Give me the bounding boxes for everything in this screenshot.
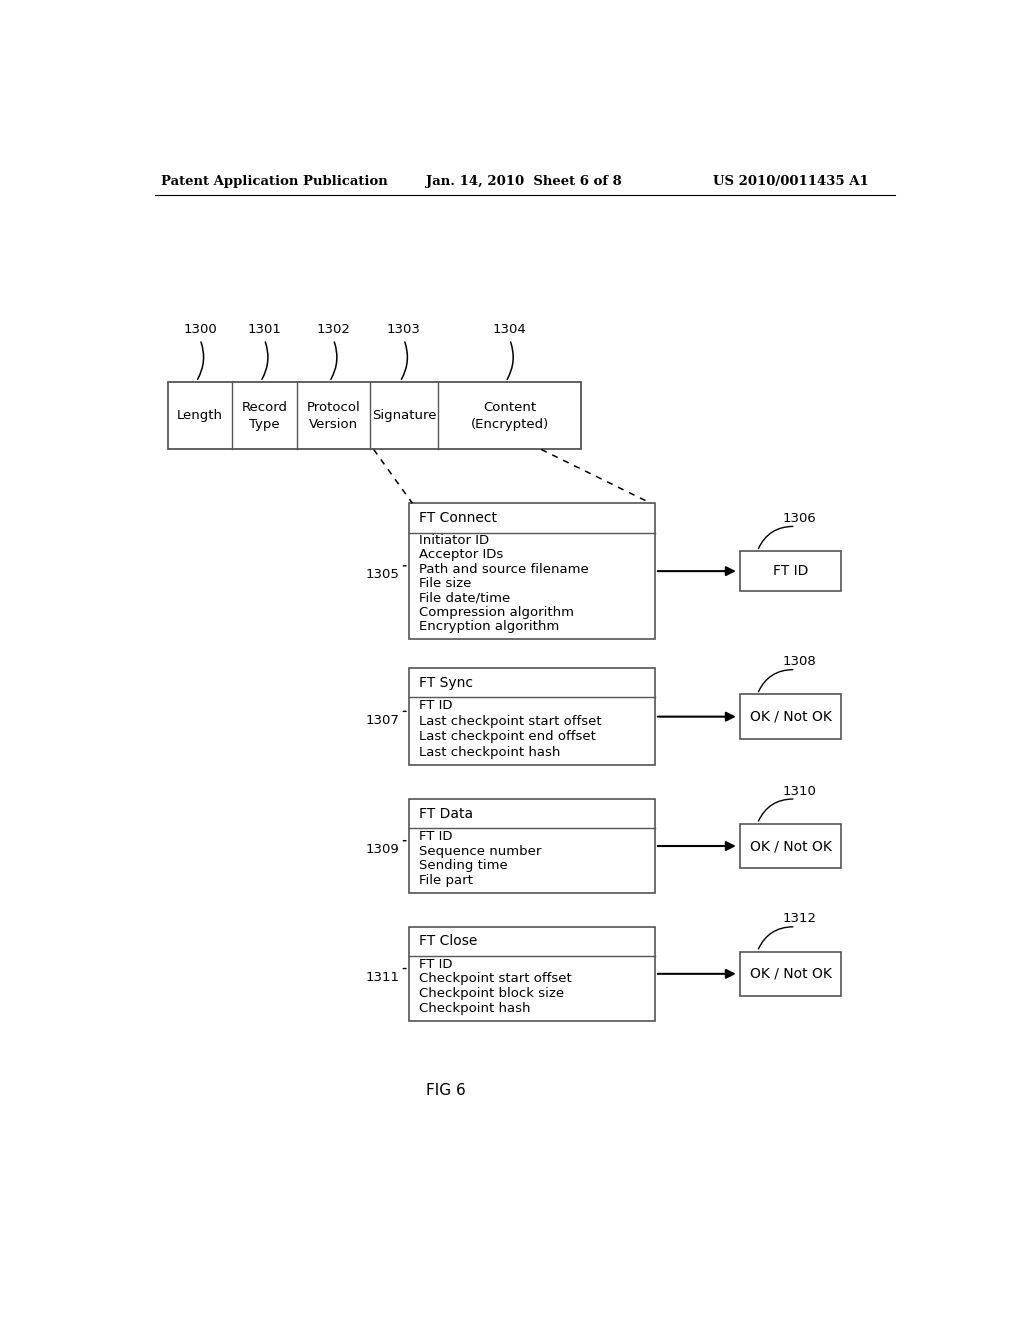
Bar (168, 381, 582, 450)
Text: FT Sync: FT Sync (419, 676, 473, 690)
Text: OK / Not OK: OK / Not OK (750, 966, 831, 981)
Text: FT Connect: FT Connect (419, 511, 497, 525)
Text: OK / Not OK: OK / Not OK (750, 710, 831, 723)
Text: 1303: 1303 (387, 323, 421, 337)
Text: OK / Not OK: OK / Not OK (750, 840, 831, 853)
Text: FT ID: FT ID (419, 958, 453, 970)
Text: Checkpoint start offset: Checkpoint start offset (419, 973, 571, 986)
Text: Record
Type: Record Type (242, 400, 288, 430)
Text: US 2010/0011435 A1: US 2010/0011435 A1 (713, 176, 869, 189)
Text: Checkpoint block size: Checkpoint block size (419, 987, 564, 1001)
Bar (409, 668, 655, 766)
Text: Length: Length (177, 409, 223, 422)
Text: 1311: 1311 (366, 972, 399, 985)
Text: 1302: 1302 (316, 323, 350, 337)
Text: Last checkpoint end offset: Last checkpoint end offset (419, 730, 596, 743)
Bar (409, 503, 655, 639)
Bar (740, 824, 841, 869)
Text: Compression algorithm: Compression algorithm (419, 606, 573, 619)
Text: Acceptor IDs: Acceptor IDs (419, 548, 503, 561)
Text: 1310: 1310 (782, 784, 816, 797)
Text: Content
(Encrypted): Content (Encrypted) (471, 400, 549, 430)
Text: Protocol
Version: Protocol Version (306, 400, 360, 430)
Text: Path and source filename: Path and source filename (419, 562, 589, 576)
Bar (409, 927, 655, 1020)
Text: FT ID: FT ID (419, 830, 453, 843)
Bar (409, 799, 655, 894)
Text: FIG 6: FIG 6 (426, 1082, 466, 1098)
Text: 1304: 1304 (493, 323, 526, 337)
Text: 1312: 1312 (782, 912, 816, 925)
Text: Sending time: Sending time (419, 859, 507, 873)
Bar (740, 552, 841, 591)
Text: FT ID: FT ID (419, 700, 453, 713)
Text: Jan. 14, 2010  Sheet 6 of 8: Jan. 14, 2010 Sheet 6 of 8 (426, 176, 623, 189)
Text: Sequence number: Sequence number (419, 845, 541, 858)
Text: 1305: 1305 (366, 569, 399, 582)
Bar (740, 694, 841, 739)
Bar (740, 952, 841, 997)
Text: 1306: 1306 (782, 512, 816, 525)
Text: Last checkpoint hash: Last checkpoint hash (419, 746, 560, 759)
Text: FT Data: FT Data (419, 807, 473, 821)
Text: Checkpoint hash: Checkpoint hash (419, 1002, 530, 1015)
Text: 1309: 1309 (366, 843, 399, 857)
Text: Initiator ID: Initiator ID (419, 535, 488, 546)
Text: 1300: 1300 (183, 323, 217, 337)
Text: Signature: Signature (372, 409, 436, 422)
Text: FT Close: FT Close (419, 935, 477, 949)
Text: Patent Application Publication: Patent Application Publication (161, 176, 387, 189)
Text: File size: File size (419, 577, 471, 590)
Text: FT ID: FT ID (773, 564, 808, 578)
Text: 1301: 1301 (248, 323, 282, 337)
Text: 1308: 1308 (782, 655, 816, 668)
Text: Encryption algorithm: Encryption algorithm (419, 620, 559, 634)
Text: 1307: 1307 (366, 714, 399, 727)
Text: File date/time: File date/time (419, 591, 510, 605)
Text: Last checkpoint start offset: Last checkpoint start offset (419, 714, 601, 727)
Text: File part: File part (419, 874, 472, 887)
